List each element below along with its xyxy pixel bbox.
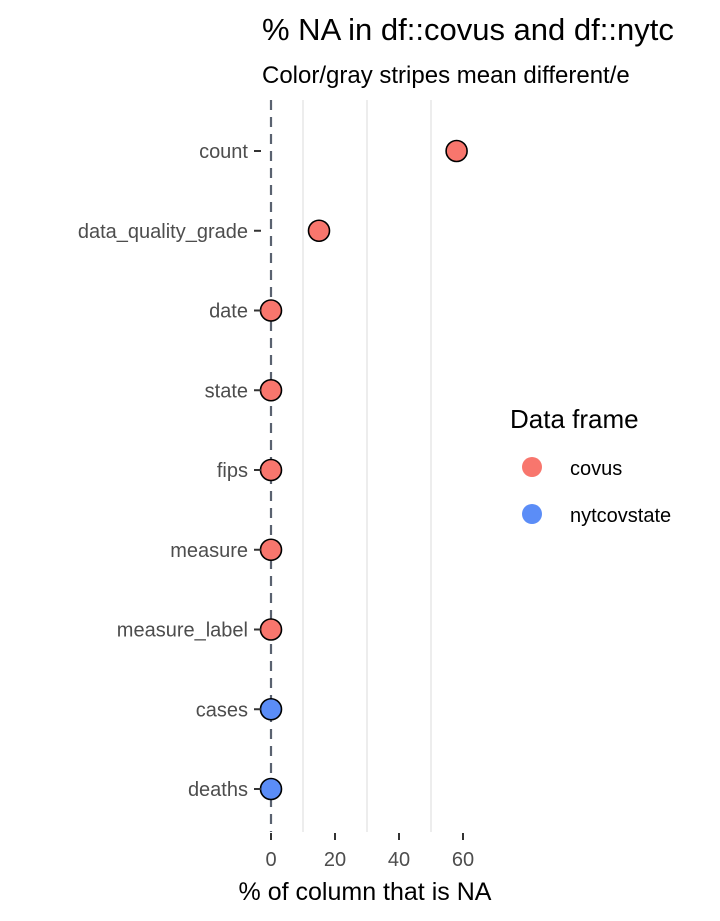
point-deaths: [259, 777, 283, 801]
y-tick-label-measure: measure: [170, 540, 248, 562]
x-tick-label-0: 0: [265, 849, 276, 871]
point-cases: [259, 697, 283, 721]
legend-title: Data frame: [510, 404, 639, 434]
points-layer: [259, 139, 468, 801]
legend-key-nytcovstate: [522, 504, 542, 524]
y-tick-label-cases: cases: [196, 699, 248, 721]
y-tick-label-fips: fips: [217, 460, 248, 482]
point-date: [259, 299, 283, 322]
legend-label-nytcovstate: nytcovstate: [570, 505, 671, 527]
grid-layer: [302, 100, 432, 832]
y-tick-label-data-quality-grade: data_quality_grade: [78, 221, 248, 243]
legend: Data frame covus nytcovstate: [510, 404, 671, 527]
x-tick-label-60: 60: [452, 849, 474, 871]
y-tick-label-measure-label: measure_label: [117, 620, 248, 642]
legend-label-covus: covus: [570, 458, 622, 480]
legend-key-covus: [522, 457, 542, 477]
point-fips: [259, 458, 283, 482]
y-tick-label-deaths: deaths: [188, 779, 248, 801]
point-state: [259, 378, 283, 402]
x-axis-label: % of column that is NA: [239, 878, 492, 906]
y-tick-label-count: count: [199, 141, 248, 163]
chart-title: % NA in df::covus and df::nytc: [262, 12, 674, 47]
point-data-quality-grade: [307, 219, 331, 243]
point-count: [445, 139, 468, 163]
x-axis: 0 20 40 60: [265, 833, 474, 871]
point-measure-label: [259, 618, 283, 641]
chart-subtitle: Color/gray stripes mean different/e: [262, 62, 630, 89]
x-tick-label-40: 40: [388, 849, 410, 871]
y-tick-label-state: state: [205, 380, 248, 402]
point-measure: [259, 538, 283, 562]
x-tick-label-20: 20: [324, 849, 346, 871]
y-tick-label-date: date: [209, 301, 248, 323]
